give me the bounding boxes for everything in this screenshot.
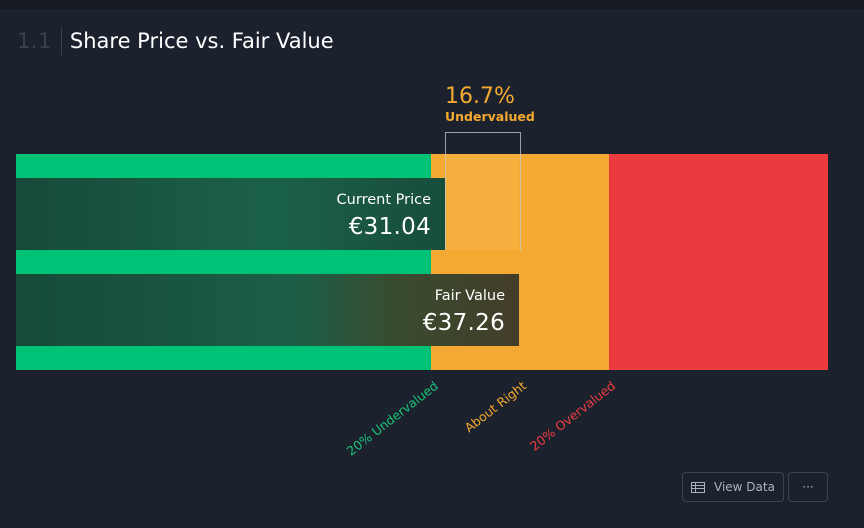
overvalued-threshold-label: 20% Overvalued	[527, 378, 619, 454]
current-price-label: Current Price	[336, 192, 431, 208]
overvalued-zone	[609, 154, 828, 370]
view-data-button[interactable]: View Data	[682, 472, 784, 502]
section-header: 1.1 Share Price vs. Fair Value	[17, 27, 334, 55]
top-strip	[0, 0, 864, 9]
current-price-value: €31.04	[348, 214, 431, 240]
discount-highlight	[446, 154, 519, 250]
table-icon	[691, 481, 706, 493]
current-price-bar[interactable]: Current Price €31.04	[16, 178, 445, 250]
section-title: Share Price vs. Fair Value	[69, 29, 334, 53]
more-options-button[interactable]: ···	[788, 472, 828, 502]
fair-value-bar[interactable]: Fair Value €37.26	[16, 274, 519, 346]
fair-value-label: Fair Value	[434, 288, 505, 304]
header-divider	[60, 27, 62, 55]
discount-percent: 16.7%	[445, 84, 515, 109]
undervalued-threshold-label: 20% Undervalued	[344, 378, 442, 459]
valuation-status: Undervalued	[445, 109, 535, 124]
ellipsis-icon: ···	[802, 480, 814, 494]
section-number: 1.1	[17, 29, 52, 53]
about-right-label: About Right	[461, 378, 530, 436]
view-data-label: View Data	[714, 480, 775, 494]
fair-value-value: €37.26	[422, 310, 505, 336]
discount-bracket	[445, 132, 521, 251]
